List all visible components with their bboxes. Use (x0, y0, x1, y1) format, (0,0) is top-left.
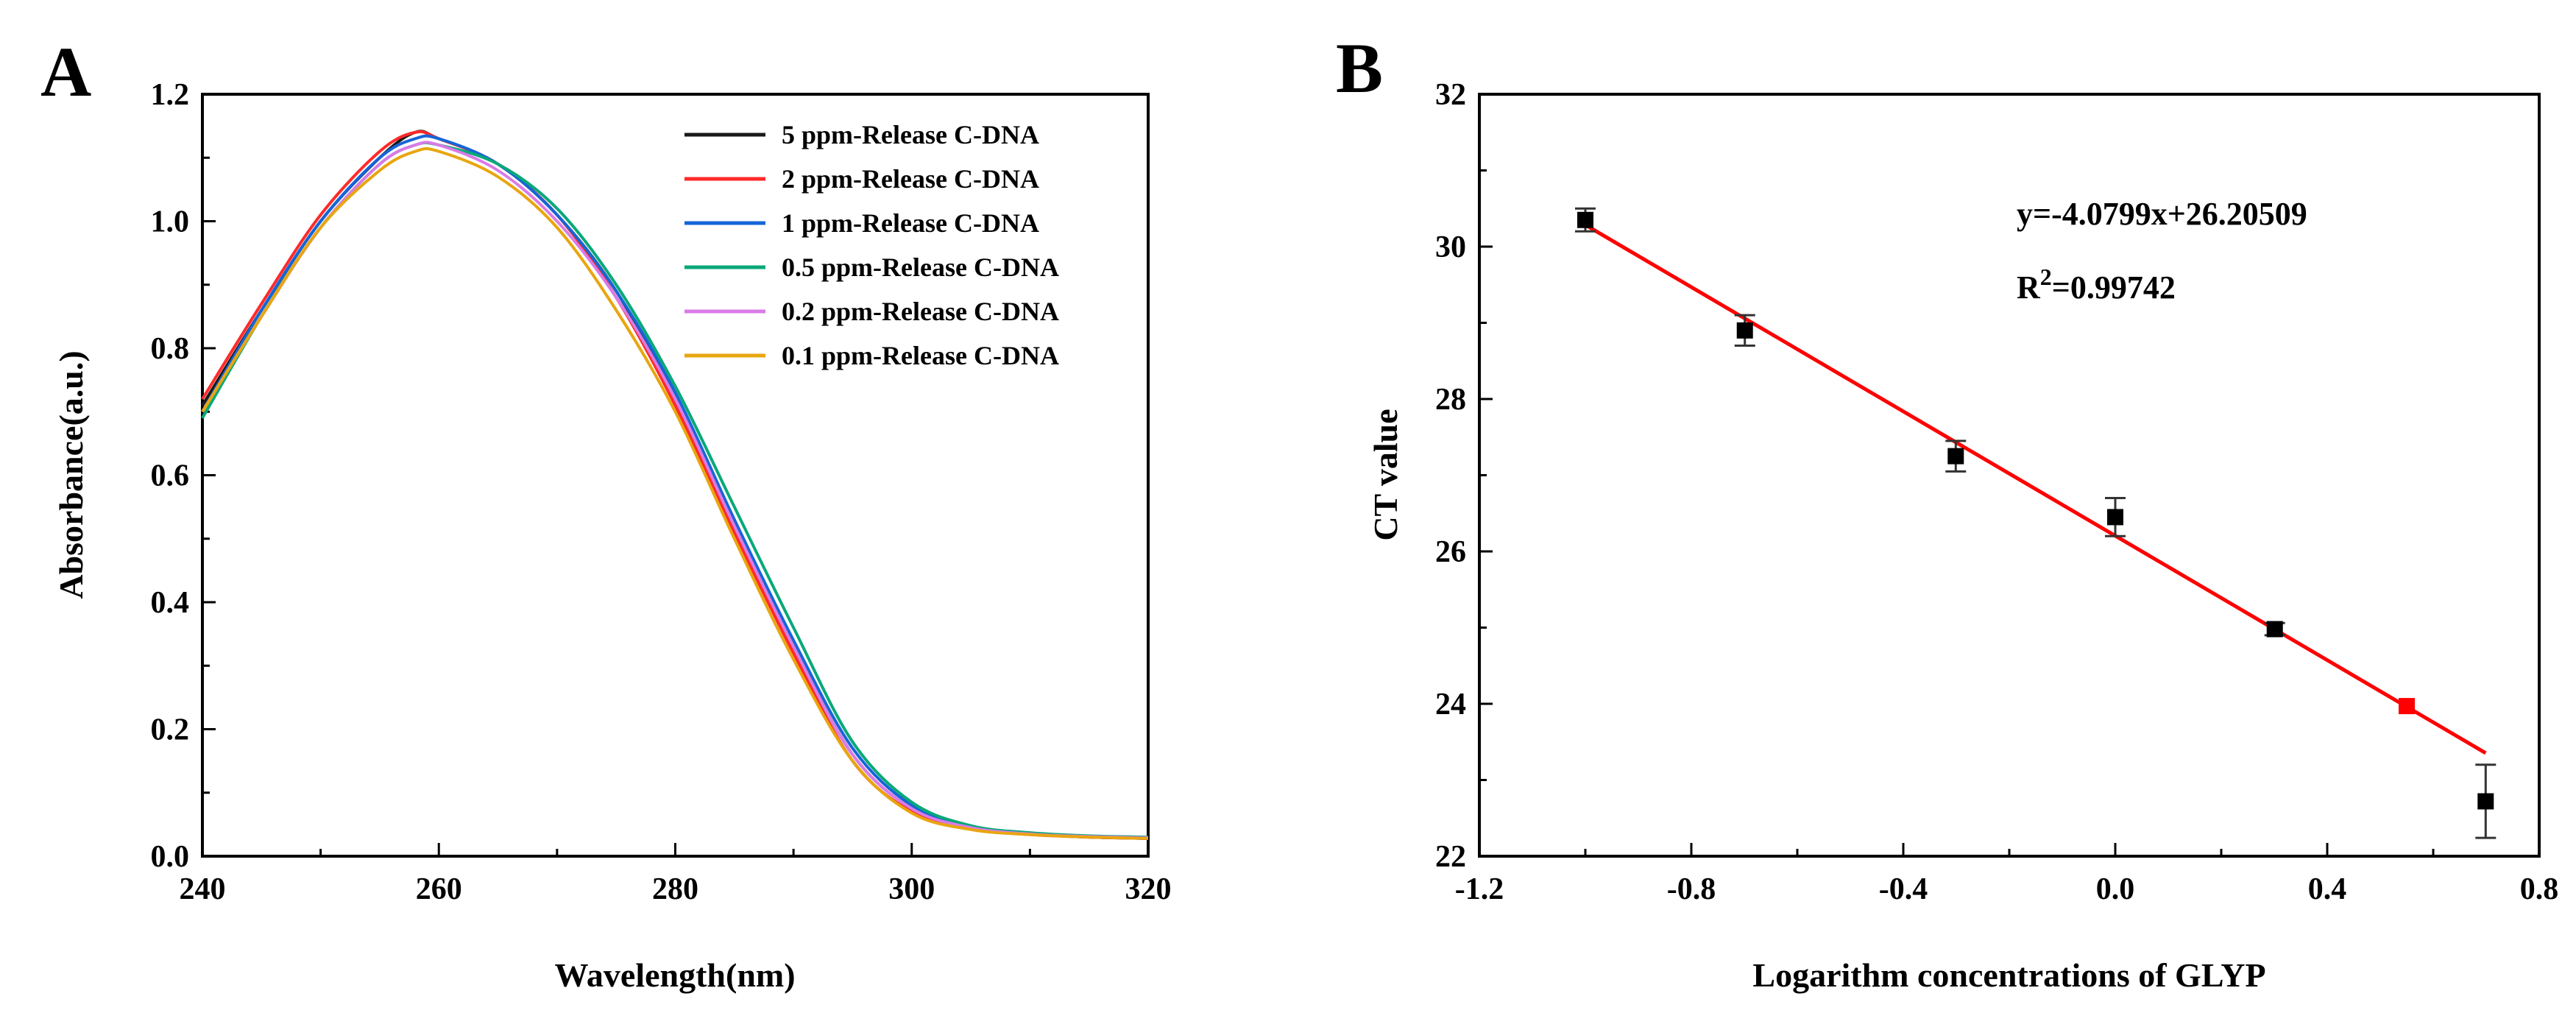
panel-a-series-line-2 (201, 134, 1149, 839)
legend-label-2: 1 ppm-Release C-DNA (782, 208, 1039, 238)
panel-b-points (1575, 207, 2497, 839)
legend-label-1: 2 ppm-Release C-DNA (782, 164, 1039, 194)
r2-value: =0.99742 (2052, 269, 2176, 306)
panel-b-equation: y=-4.0799x+26.20509 (2017, 196, 2307, 232)
panel-a-y-tick-label: 1.2 (151, 78, 190, 112)
panel-a-y-tick-label: 0.6 (151, 459, 190, 493)
panel-a-letter: A (40, 32, 91, 111)
panel-b: B -1.2 -0.8 -0.4 0.0 0.4 0.8 22 24 26 28 30 32 y=-4… (1336, 29, 2558, 994)
panel-a-legend: 5 ppm-Release C-DNA 2 ppm-Release C-DNA 1 … (684, 120, 1059, 370)
panel-a-x-tick-label: 300 (888, 872, 935, 906)
panel-b-data-point (1736, 322, 1753, 339)
legend-label-0: 5 ppm-Release C-DNA (782, 120, 1039, 149)
panel-b-y-tick-label: 22 (1435, 840, 1466, 874)
panel-b-data-point (1947, 448, 1964, 465)
panel-b-data-point (2266, 621, 2283, 638)
panel-b-data-point (1577, 211, 1593, 228)
panel-a-y-tick-label: 0.2 (151, 713, 190, 747)
panel-b-y-axis-title: CT value (1367, 409, 1404, 540)
panel-b-x-tick-label: 0.0 (2096, 872, 2135, 906)
panel-b-fit-line-group (1584, 223, 2487, 755)
panel-a-y-tick-label: 0.0 (151, 840, 190, 874)
panel-b-ticks: -1.2 -0.8 -0.4 0.0 0.4 0.8 22 24 26 28 30 32 (1435, 78, 2558, 906)
panel-b-r-squared: R2=0.99742 (2017, 264, 2176, 306)
panel-a-x-tick-label: 320 (1125, 872, 1172, 906)
panel-b-y-tick-label: 28 (1435, 383, 1466, 417)
panel-a-y-tick-label: 0.4 (151, 586, 190, 620)
panel-b-x-tick-label: -0.4 (1879, 872, 1928, 906)
r2-superscript: 2 (2040, 264, 2052, 290)
panel-a-x-axis-title: Wavelength(nm) (554, 956, 795, 994)
panel-b-y-tick-label: 32 (1435, 78, 1466, 112)
panel-b-data-point (2107, 509, 2123, 526)
panel-b-x-tick-label: 0.8 (2520, 872, 2559, 906)
panel-a-ticks: 240 260 280 300 320 0.0 0.2 0.4 0.6 0.8 1.0 1.2 (151, 78, 1172, 906)
legend-label-3: 0.5 ppm-Release C-DNA (782, 253, 1059, 282)
panel-a-x-tick-label: 240 (180, 872, 226, 906)
panel-b-y-tick-label: 30 (1435, 230, 1466, 264)
panel-b-x-tick-label: 0.4 (2308, 872, 2347, 906)
panel-a-series-group (201, 130, 1149, 840)
panel-b-x-axis-title: Logarithm concentrations of GLYP (1752, 956, 2265, 994)
panel-b-letter: B (1336, 29, 1383, 107)
legend-label-5: 0.1 ppm-Release C-DNA (782, 341, 1059, 370)
panel-b-data-point (2399, 698, 2415, 715)
r2-prefix: R (2017, 269, 2041, 306)
legend-label-4: 0.2 ppm-Release C-DNA (782, 297, 1059, 326)
panel-a-y-tick-label: 1.0 (151, 205, 190, 239)
panel-a-series-line-4 (201, 141, 1149, 839)
panel-b-x-tick-label: -1.2 (1455, 872, 1504, 906)
panel-a-series-line-5 (201, 147, 1149, 840)
panel-a-x-tick-label: 260 (416, 872, 462, 906)
panel-a-y-axis-title: Absorbance(a.u.) (52, 350, 90, 599)
panel-b-data-point (2477, 793, 2494, 810)
panel-b-y-tick-label: 24 (1435, 688, 1466, 721)
panel-a-series-line-3 (201, 141, 1149, 839)
panel-a-y-tick-label: 0.8 (151, 332, 190, 366)
panel-a: A 240 260 280 300 320 0.0 0.2 0.4 0.6 0.8 1.0 1.2 5… (40, 32, 1172, 994)
panel-b-y-tick-label: 26 (1435, 535, 1466, 569)
panel-b-x-tick-label: -0.8 (1667, 872, 1716, 906)
panel-b-fit-line (1584, 223, 2487, 755)
panel-a-x-tick-label: 280 (652, 872, 698, 906)
